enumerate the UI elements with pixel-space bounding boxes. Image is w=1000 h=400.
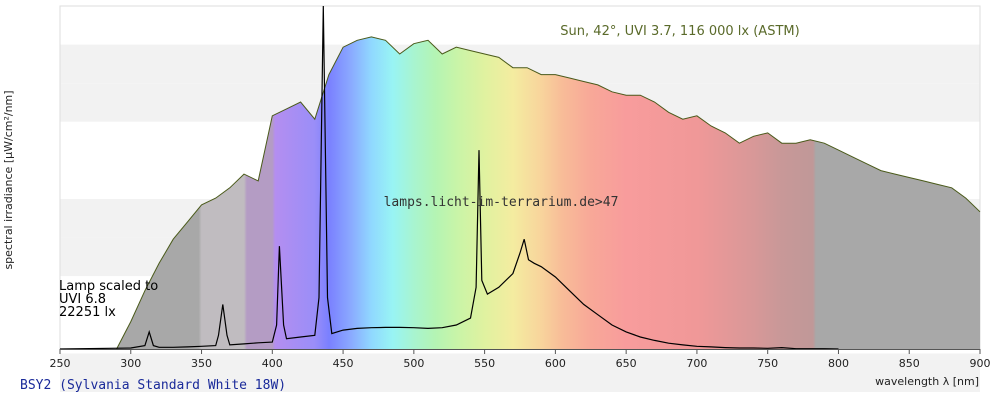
x-tick-label: 650 — [616, 357, 637, 370]
sun-label: Sun, 42°, UVI 3.7, 116 000 lx (ASTM) — [560, 24, 799, 39]
x-tick-label: 500 — [403, 357, 424, 370]
lamp-caption-line-1: Lamp scaled to — [59, 279, 158, 294]
x-tick-label: 850 — [899, 357, 920, 370]
x-tick-label: 750 — [757, 357, 778, 370]
grid-band — [60, 353, 980, 392]
x-tick-label: 350 — [191, 357, 212, 370]
bulb-label: BSY2 (Sylvania Standard White 18W) — [20, 378, 286, 393]
lamp-spectrum-line — [59, 5, 839, 350]
x-tick-label: 550 — [474, 357, 495, 370]
lamp-caption-line-2: UVI 6.8 — [59, 292, 106, 307]
sun-spectrum-line — [116, 36, 981, 350]
x-tick-label: 450 — [333, 357, 354, 370]
x-tick-label: 800 — [828, 357, 849, 370]
x-tick-label: 300 — [120, 357, 141, 370]
x-axis: 250 300 350 400 450 500 550 600 650 700 750 800 850 9… — [50, 349, 991, 370]
lamp-caption-line-3: 22251 lx — [59, 305, 116, 320]
x-tick-label: 600 — [545, 357, 566, 370]
grid-band — [60, 6, 980, 45]
x-tick-label: 400 — [262, 357, 283, 370]
watermark-label: lamps.licht-im-terrarium.de>47 — [384, 195, 619, 210]
x-axis-label: wavelength λ [nm] — [875, 375, 979, 388]
x-tick-label: 700 — [686, 357, 707, 370]
x-tick-label: 900 — [970, 357, 991, 370]
x-tick-label: 250 — [50, 357, 71, 370]
y-axis-label: spectral irradiance [µW/cm²/nm] — [2, 90, 15, 269]
